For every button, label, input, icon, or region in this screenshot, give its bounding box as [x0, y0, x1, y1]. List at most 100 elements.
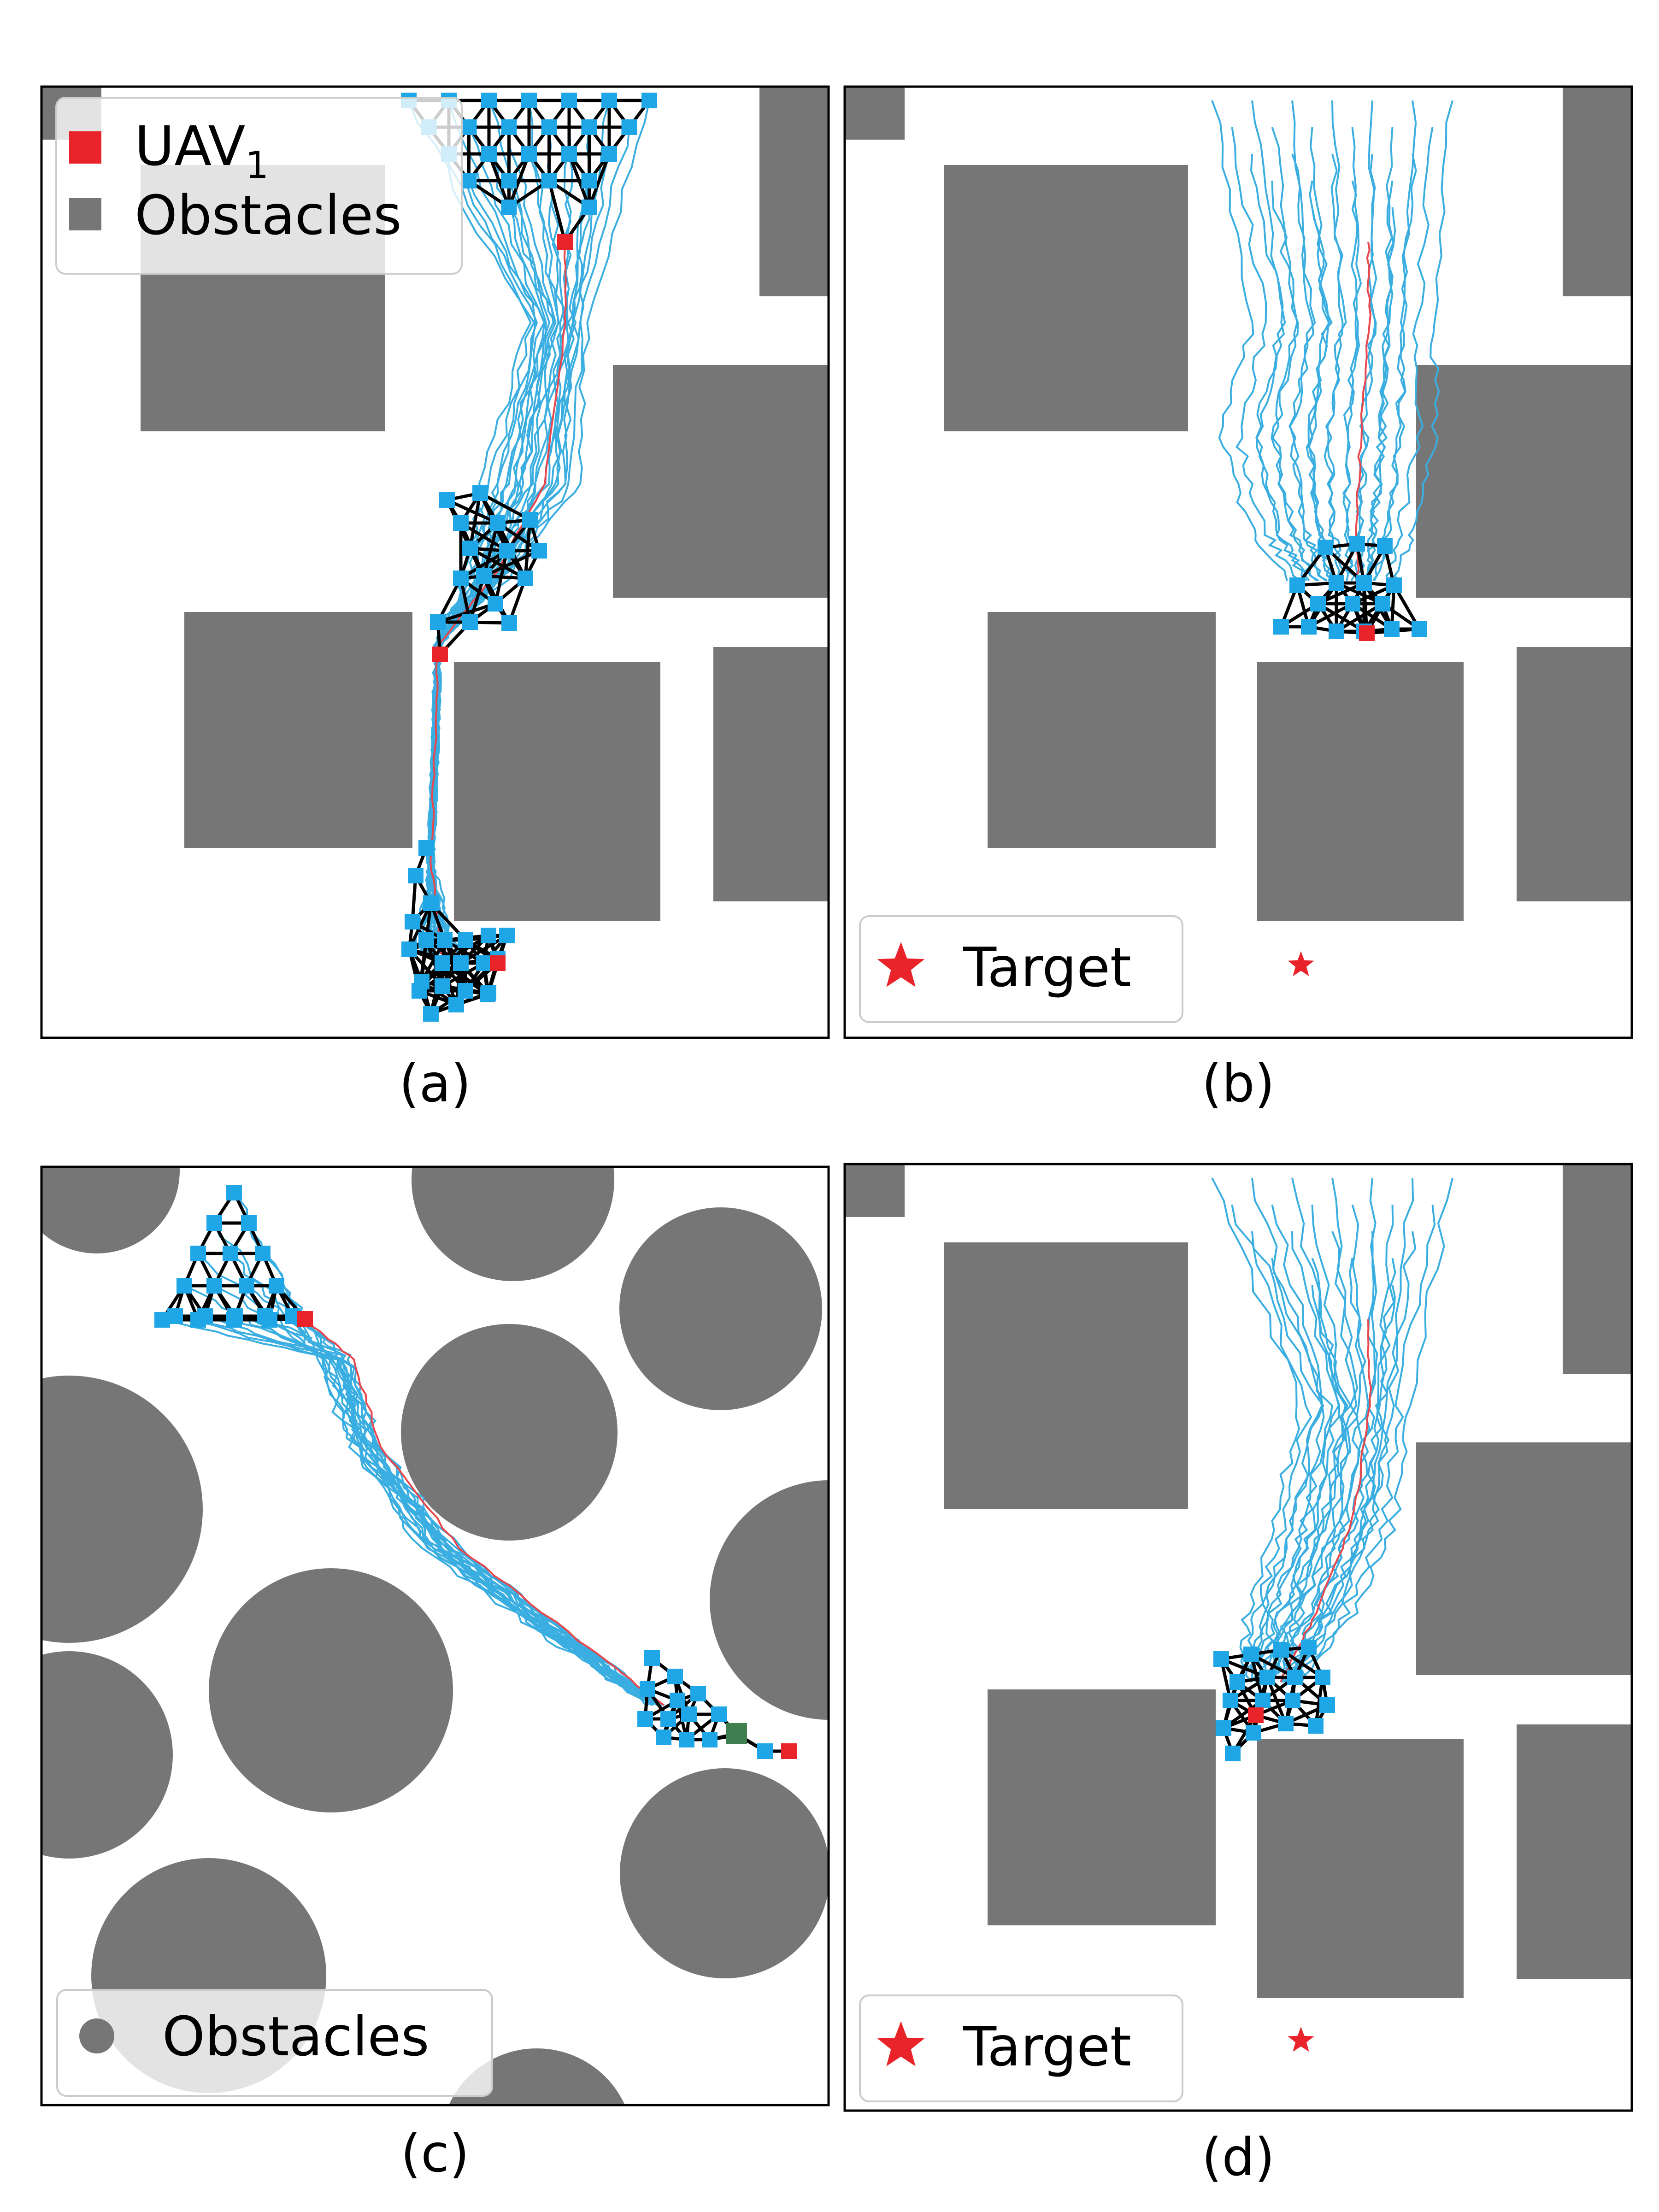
uav-marker [1289, 577, 1305, 593]
obstacles-legend-label: Obstacles [135, 183, 402, 247]
obstacle [845, 87, 905, 140]
obstacle [944, 165, 1188, 431]
uav-marker [401, 941, 417, 957]
uav-marker [476, 568, 492, 584]
uav-trajectory [1263, 1284, 1348, 1683]
uav-legend-label: UAV1 [135, 114, 269, 187]
uav-marker [518, 571, 533, 586]
uav-marker [1285, 1693, 1300, 1708]
uav-marker [581, 173, 597, 188]
uav-trajectory [1266, 1258, 1347, 1683]
obstacle [401, 1324, 618, 1541]
panel-d-caption: (d) [1202, 2128, 1275, 2188]
uav-leader-marker [557, 234, 573, 250]
uav-marker [176, 1278, 192, 1294]
uav-trajectory [1280, 1231, 1378, 1683]
panel-c: Obstacles (c) [40, 1165, 830, 2184]
uav-trajectory [1373, 153, 1417, 581]
formation-link [483, 549, 540, 578]
uav-marker [667, 1669, 683, 1684]
panel-d-frame [843, 1163, 1633, 2112]
uav-marker [702, 1732, 718, 1747]
uav-marker [1356, 575, 1372, 591]
uav-trajectory [198, 1319, 658, 1706]
uav-trajectory [1324, 100, 1347, 581]
obstacle [209, 1568, 453, 1812]
uav-marker [1259, 1670, 1275, 1685]
obstacle [1517, 647, 1632, 901]
obstacle [713, 647, 829, 901]
uav-marker [499, 543, 515, 559]
uav-trajectory [1288, 153, 1328, 582]
obstacles-legend-marker [79, 2018, 114, 2053]
uav-trajectory [1280, 1258, 1366, 1683]
uav-leader-marker [432, 647, 448, 662]
uav-trajectory [1271, 180, 1319, 582]
uav-trajectory [1342, 180, 1358, 582]
leader-trajectory [304, 1318, 665, 1706]
obstacle [1257, 1739, 1464, 1998]
uav-marker [1377, 538, 1393, 554]
obstacle [412, 1167, 614, 1281]
obstacle [710, 1480, 829, 1720]
uav-marker [226, 1185, 242, 1200]
uav-marker [690, 1686, 706, 1701]
uav-marker [640, 1681, 655, 1697]
obstacle [1563, 87, 1632, 296]
formation-link [469, 547, 526, 580]
uav-marker [458, 983, 473, 999]
panel-b: Target (b) [843, 85, 1633, 1114]
formation-link [437, 602, 496, 624]
uav-marker [408, 868, 424, 883]
legend-b-box [859, 915, 1183, 1023]
uav-trajectory [1394, 100, 1453, 582]
formations-b [1273, 536, 1427, 641]
uav-marker [1318, 540, 1333, 555]
uav-marker [476, 955, 492, 971]
uav-marker [1255, 1693, 1271, 1708]
uav-marker [453, 515, 469, 531]
uav-marker [644, 1650, 660, 1666]
uav-marker [561, 146, 577, 162]
uav-marker [458, 932, 473, 948]
uav-marker [1329, 624, 1344, 639]
uav-leader-marker [1248, 1707, 1264, 1723]
obstacle [184, 612, 412, 848]
uav-marker [522, 512, 538, 528]
formation-link [547, 180, 567, 242]
obstacles-legend-marker [69, 198, 101, 230]
uav-marker [418, 840, 434, 856]
uav-marker [1225, 1746, 1241, 1761]
legend-a-box [55, 97, 463, 275]
uav-trajectory [1385, 127, 1434, 581]
uav-marker [206, 1215, 222, 1231]
obstacle [41, 1167, 180, 1253]
uav-marker [1412, 621, 1427, 637]
uav-trajectory [1284, 1231, 1417, 1683]
target-legend-marker [877, 2021, 925, 2066]
uav-marker [501, 119, 517, 135]
obstacle [944, 1242, 1188, 1509]
uav-marker [461, 119, 477, 135]
uav-trajectory [197, 1253, 647, 1706]
uav-trajectory [1366, 180, 1394, 582]
uav-marker [488, 596, 503, 612]
uav-trajectory [1288, 1177, 1414, 1683]
uav-marker [206, 1278, 222, 1294]
uav-marker [1345, 596, 1360, 612]
uav-marker [1329, 575, 1344, 591]
uav-trajectory [1372, 100, 1417, 582]
uav-marker [262, 1312, 277, 1328]
uav-marker [430, 614, 446, 630]
uav-marker [1273, 619, 1289, 635]
target-legend-label: Target [963, 935, 1131, 999]
trajectories-b [1211, 100, 1453, 582]
legend-c-box [56, 1989, 493, 2097]
uav-marker [726, 1723, 747, 1744]
uav-trajectory [1249, 1231, 1324, 1683]
formations-d [1213, 1640, 1335, 1761]
uav-trajectory [1254, 1204, 1325, 1683]
uav-leader-marker [781, 1743, 797, 1759]
legend-a: UAV1 Obstacles [55, 97, 463, 275]
